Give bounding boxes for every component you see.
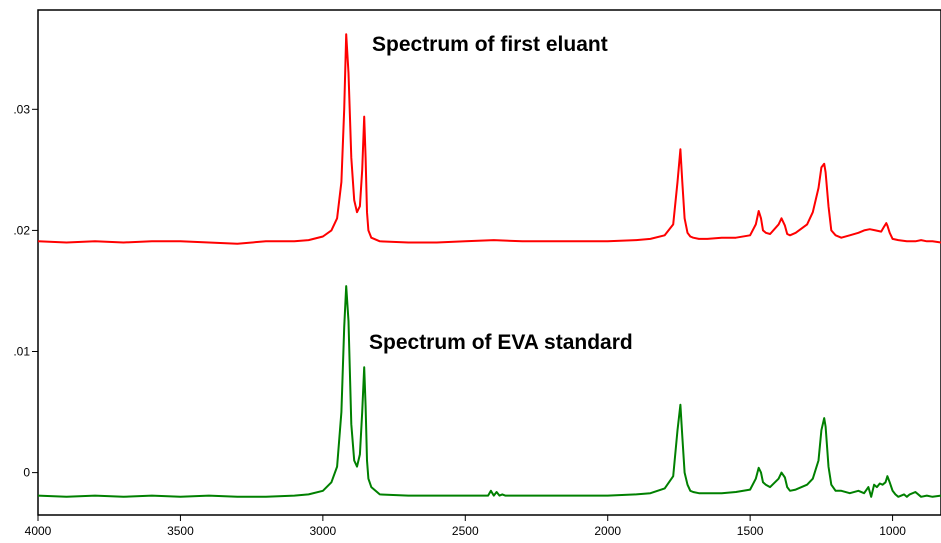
x-tick-label: 1000 [879,524,906,538]
annotation-eva-standard: Spectrum of EVA standard [369,331,633,354]
y-tick-label: 0 [23,466,30,480]
x-tick-label: 2500 [452,524,479,538]
series-line-eva-standard [37,285,941,498]
series-layer [37,33,941,498]
x-tick-label: 1500 [737,524,764,538]
x-axis: 4000 3500 3000 2500 2000 1500 1000 [25,515,906,538]
annotation-first-eluant: Spectrum of first eluant [372,33,608,56]
y-axis: 0 .01 .02 .03 [13,102,38,480]
x-tick-label: 3000 [310,524,337,538]
x-tick-label: 3500 [167,524,194,538]
y-tick-label: .02 [13,223,30,237]
plot-frame [37,9,941,516]
x-tick-label: 2000 [594,524,621,538]
y-tick-label: .03 [13,102,30,116]
x-tick-label: 4000 [25,524,52,538]
y-tick-label: .01 [13,345,30,359]
series-line-first-eluant [37,33,941,245]
